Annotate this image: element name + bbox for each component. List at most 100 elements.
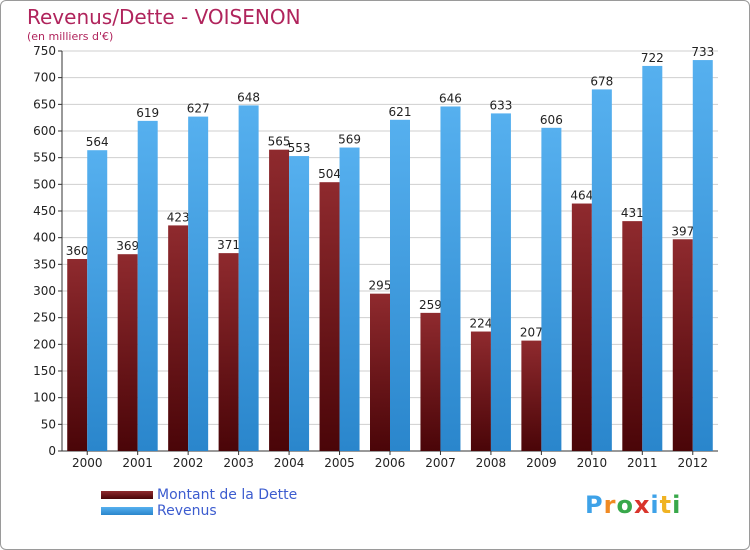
data-label: 565 — [268, 135, 291, 149]
y-tick-label: 500 — [33, 177, 56, 191]
bar-dette — [168, 225, 189, 451]
data-label: 627 — [187, 102, 210, 116]
bar-dette — [370, 293, 390, 451]
data-label: 633 — [489, 98, 512, 112]
bar-dette — [218, 253, 239, 451]
legend-swatch-revenus — [101, 507, 153, 515]
chart-subtitle: (en milliers d'€) — [27, 30, 114, 43]
x-tick-label: 2005 — [324, 456, 355, 470]
y-tick-label: 250 — [33, 311, 56, 325]
proxiti-logo: Proxiti — [585, 491, 681, 519]
bar-revenus — [238, 105, 259, 452]
logo-letter: o — [616, 491, 634, 519]
legend-label-revenus: Revenus — [157, 503, 217, 519]
bar-revenus — [390, 119, 410, 452]
data-label: 722 — [641, 51, 664, 65]
chart-legend: Montant de la Dette Revenus — [101, 487, 297, 519]
data-label: 259 — [419, 298, 442, 312]
bar-dette — [319, 182, 340, 451]
logo-letter: P — [585, 491, 604, 519]
data-label: 569 — [338, 133, 361, 147]
data-label: 606 — [540, 113, 563, 127]
bar-revenus — [289, 156, 310, 452]
data-label: 371 — [217, 238, 240, 252]
data-label: 504 — [318, 167, 341, 181]
y-tick-label: 0 — [48, 444, 56, 458]
logo-letter: x — [633, 491, 651, 519]
y-tick-label: 450 — [33, 204, 56, 218]
bar-revenus — [87, 150, 108, 451]
bar-revenus — [339, 147, 360, 452]
bar-revenus — [490, 113, 511, 452]
y-tick-label: 700 — [33, 71, 56, 85]
legend-label-dette: Montant de la Dette — [157, 487, 298, 503]
bar-dette — [67, 259, 88, 451]
bar-revenus — [137, 120, 158, 451]
data-label: 431 — [621, 206, 644, 220]
data-label: 553 — [288, 141, 311, 155]
data-label: 224 — [469, 317, 492, 331]
x-tick-label: 2006 — [375, 456, 406, 470]
bar-revenus — [541, 127, 562, 452]
y-tick-label: 50 — [41, 417, 56, 431]
chart-title: Revenus/Dette - VOISENON — [27, 5, 301, 29]
bar-revenus — [642, 65, 663, 451]
data-label: 295 — [369, 279, 392, 293]
logo-letter: r — [603, 491, 617, 519]
y-tick-label: 600 — [33, 124, 56, 138]
x-tick-label: 2008 — [476, 456, 507, 470]
bar-dette — [269, 149, 290, 451]
x-tick-label: 2012 — [677, 456, 708, 470]
y-tick-label: 350 — [33, 257, 56, 271]
legend-item-revenus: Revenus — [101, 503, 297, 519]
data-label: 646 — [439, 91, 462, 105]
legend-swatch-dette — [101, 491, 153, 499]
y-tick-label: 650 — [33, 97, 56, 111]
bar-dette — [571, 203, 592, 451]
data-label: 397 — [671, 224, 694, 238]
data-label: 733 — [691, 45, 714, 59]
y-tick-label: 150 — [33, 364, 56, 378]
logo-letter: i — [650, 491, 660, 519]
legend-item-dette: Montant de la Dette — [101, 487, 297, 503]
data-label: 619 — [136, 106, 159, 120]
bar-dette — [117, 254, 138, 451]
bar-revenus — [591, 89, 612, 452]
y-tick-label: 400 — [33, 231, 56, 245]
data-label: 648 — [237, 90, 260, 104]
x-tick-label: 2010 — [577, 456, 608, 470]
y-tick-label: 300 — [33, 284, 56, 298]
bar-revenus — [692, 60, 713, 452]
data-label: 621 — [389, 105, 412, 119]
logo-letter: i — [672, 491, 682, 519]
bar-dette — [521, 340, 542, 451]
x-tick-label: 2001 — [122, 456, 153, 470]
x-tick-label: 2004 — [274, 456, 305, 470]
data-label: 360 — [66, 244, 89, 258]
logo-letter: t — [659, 491, 673, 519]
data-label: 564 — [86, 135, 109, 149]
data-label: 369 — [116, 239, 139, 253]
x-tick-label: 2002 — [173, 456, 204, 470]
y-tick-label: 200 — [33, 337, 56, 351]
bar-dette — [672, 239, 693, 451]
x-tick-label: 2007 — [425, 456, 456, 470]
data-label: 207 — [520, 326, 543, 340]
bar-dette — [470, 331, 491, 451]
x-tick-label: 2009 — [526, 456, 557, 470]
x-tick-label: 2000 — [72, 456, 103, 470]
data-label: 678 — [590, 74, 613, 88]
y-tick-label: 550 — [33, 151, 56, 165]
y-tick-label: 100 — [33, 391, 56, 405]
bar-revenus — [440, 106, 461, 451]
y-tick-label: 750 — [33, 44, 56, 58]
data-label: 464 — [570, 189, 593, 203]
x-tick-label: 2011 — [627, 456, 658, 470]
x-tick-label: 2003 — [223, 456, 254, 470]
bar-revenus — [188, 116, 209, 451]
bar-dette — [622, 221, 643, 451]
bar-dette — [420, 312, 441, 451]
data-label: 423 — [167, 210, 190, 224]
